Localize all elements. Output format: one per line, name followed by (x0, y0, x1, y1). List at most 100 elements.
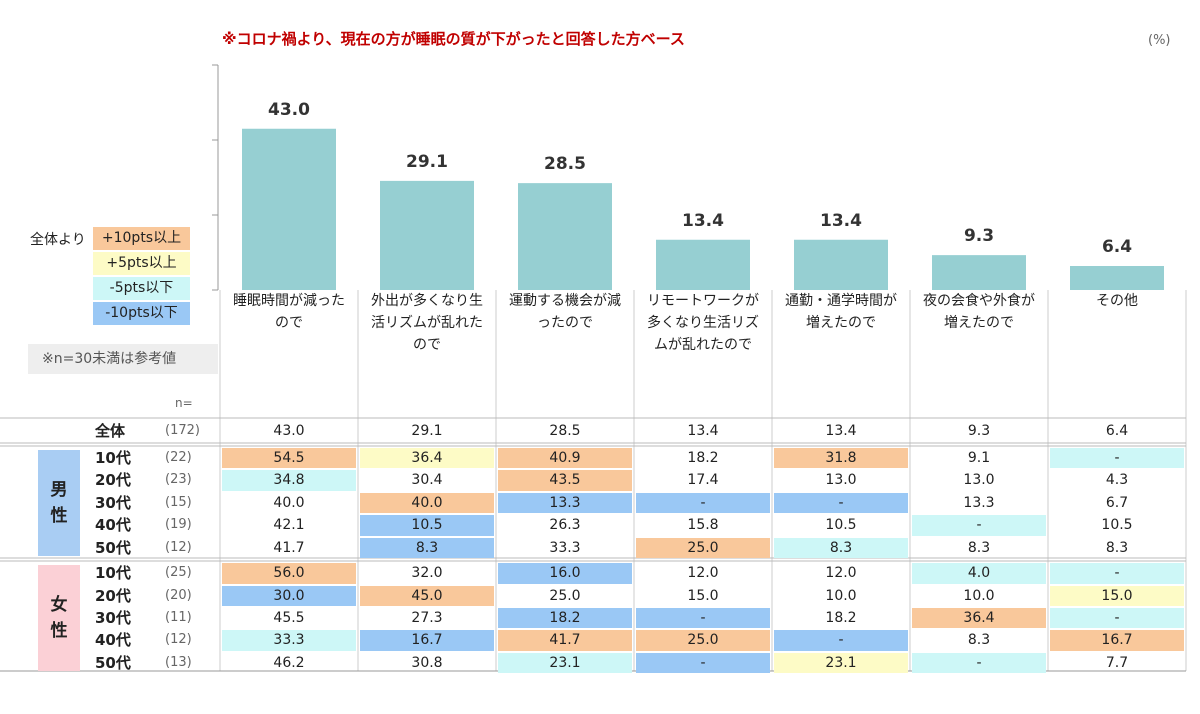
table-cell: - (636, 652, 770, 674)
legend-title: 全体より (30, 232, 86, 248)
legend-item: +10pts以上 (93, 227, 190, 250)
table-cell: 25.0 (636, 630, 770, 651)
table-cell: 4.0 (912, 563, 1046, 584)
table-cell: 27.3 (411, 610, 443, 626)
group-label: 女性 (38, 565, 80, 672)
row-n: (22) (165, 450, 192, 465)
row-n: (12) (165, 539, 192, 555)
table-cell: 43.5 (498, 470, 632, 491)
table-cell: 10.5 (825, 517, 857, 534)
table-cell: 8.3 (967, 632, 991, 649)
table-cell: 41.7 (498, 630, 632, 651)
table-cell: - (1050, 608, 1184, 629)
table-cell: 17.4 (687, 472, 719, 489)
table-cell: 18.2 (498, 608, 632, 629)
table-cell: - (912, 515, 1046, 536)
table-cell: 36.4 (360, 448, 494, 469)
legend-item: -10pts以下 (93, 302, 190, 325)
table-cell: 4.3 (1105, 472, 1129, 489)
table-cell: 26.3 (549, 517, 581, 534)
value-label: 13.4 (682, 211, 724, 231)
row-label: 30代 (95, 493, 131, 512)
table-cell: 31.8 (774, 448, 908, 469)
table-cell: 46.2 (273, 654, 305, 671)
table-cell: 32.0 (411, 565, 443, 582)
table-cell: 8.3 (967, 539, 991, 556)
row-label: 10代 (95, 564, 131, 583)
legend-item: -5pts以下 (93, 277, 190, 300)
table-cell: 30.4 (411, 472, 443, 489)
bar (794, 239, 888, 290)
table-cell: 10.5 (1101, 517, 1133, 534)
category-label: リモートワークが多くなり生活リズムが乱れたので (647, 293, 759, 353)
group-name: 女性 (50, 595, 68, 642)
value-label: 6.4 (1102, 237, 1132, 257)
table-cell: 25.0 (549, 587, 581, 604)
table-cell: 8.3 (774, 537, 908, 558)
bar (518, 183, 612, 290)
table-cell: 43.0 (273, 423, 305, 439)
row-n: (172) (165, 423, 200, 438)
table-cell: 28.5 (549, 423, 581, 439)
n-label: n= (175, 396, 193, 410)
row-label: 50代 (95, 653, 131, 672)
table-cell: 13.0 (963, 472, 995, 489)
table-cell: 6.4 (1105, 423, 1129, 439)
table-cell: 33.3 (222, 630, 356, 651)
table-cell: 10.5 (360, 515, 494, 536)
table-cell: 16.7 (1050, 630, 1184, 651)
table-cell: 30.0 (222, 585, 356, 606)
note: ※n=30未満は参考値 (28, 344, 218, 374)
row-n: (19) (165, 517, 192, 533)
table-cell: 9.1 (967, 450, 991, 466)
table-cell: 13.3 (963, 494, 995, 511)
bar (656, 239, 750, 290)
bar (380, 180, 474, 290)
table-cell: 10.0 (963, 587, 995, 604)
row-label: 10代 (95, 449, 131, 467)
table-cell: 40.0 (360, 492, 494, 514)
chart-title: ※コロナ禍より、現在の方が睡眠の質が下がったと回答した方ベース (222, 30, 685, 48)
row-n: (13) (165, 654, 192, 670)
table-cell: 29.1 (411, 423, 443, 439)
bar (242, 128, 336, 290)
table-cell: 34.8 (222, 470, 356, 491)
table-cell: 8.3 (360, 537, 494, 558)
table-cell: - (912, 652, 1046, 674)
table-cell: 40.9 (498, 448, 632, 469)
table-cell: - (636, 608, 770, 629)
row-label: 20代 (95, 471, 131, 490)
table-cell: 10.0 (825, 587, 857, 604)
group-name: 男性 (50, 480, 68, 526)
row-label: 50代 (95, 538, 131, 557)
bar (932, 255, 1026, 290)
table-cell: 6.7 (1105, 494, 1129, 511)
row-n: (20) (165, 587, 192, 603)
row-label: 40代 (95, 631, 131, 650)
table-cell: 13.4 (687, 423, 719, 439)
row-n: (15) (165, 494, 192, 510)
group-label: 男性 (38, 450, 80, 556)
table-cell: - (774, 630, 908, 651)
value-label: 28.5 (544, 154, 586, 174)
table-cell: 13.3 (498, 492, 632, 514)
table-cell: 13.0 (825, 472, 857, 489)
table-cell: 30.8 (411, 654, 443, 671)
value-label: 29.1 (406, 152, 448, 172)
table-cell: 42.1 (273, 517, 305, 534)
value-label: 9.3 (964, 226, 994, 246)
table-cell: 36.4 (912, 608, 1046, 629)
table-cell: 54.5 (222, 448, 356, 469)
table-cell: 40.0 (273, 494, 305, 511)
unit-label: (%) (1148, 33, 1171, 48)
category-label: その他 (1096, 293, 1138, 309)
table-cell: 23.1 (774, 652, 908, 674)
table-cell: 45.5 (273, 610, 305, 626)
row-n: (11) (165, 610, 192, 625)
row-n: (25) (165, 565, 192, 581)
table-cell: 18.2 (687, 450, 719, 466)
table-cell: 15.0 (687, 587, 719, 604)
table-cell: 15.0 (1050, 585, 1184, 606)
